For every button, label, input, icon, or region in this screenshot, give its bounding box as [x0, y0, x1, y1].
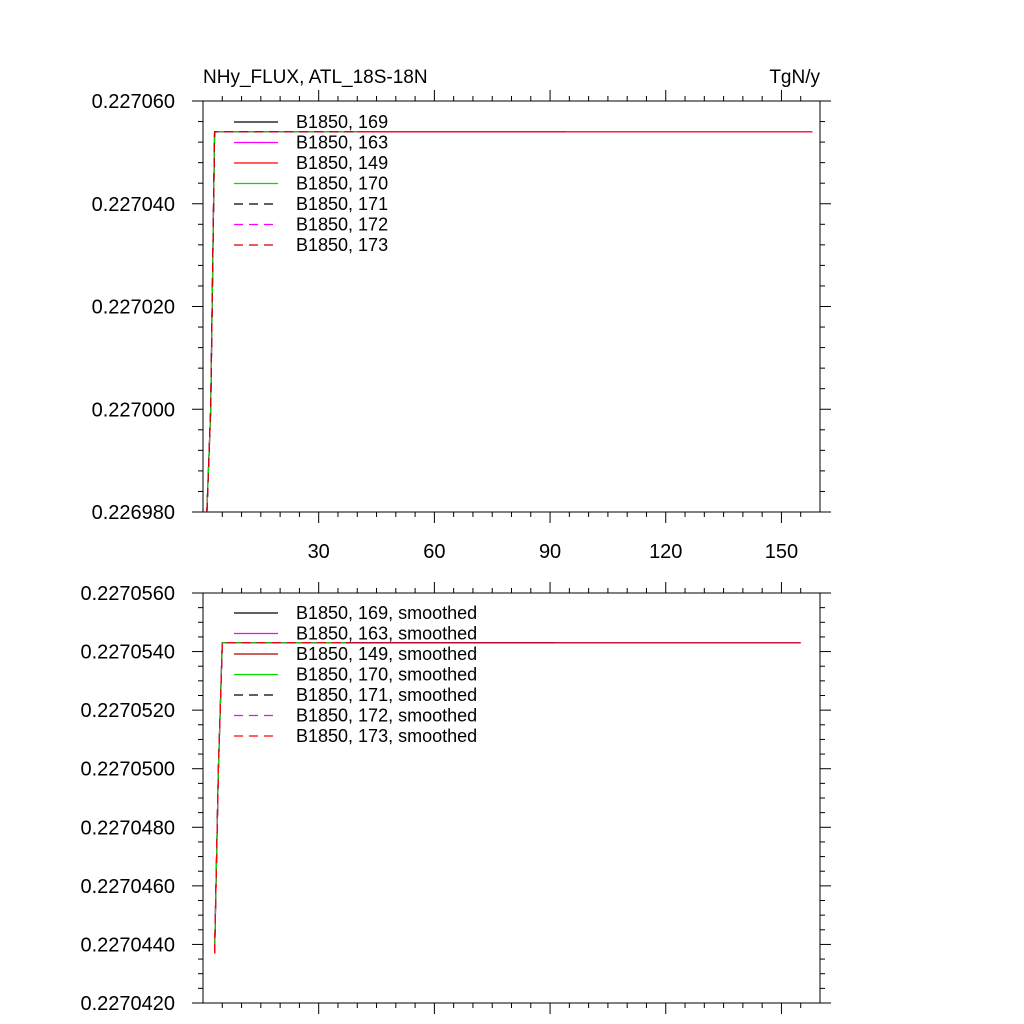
chart-title: NHy_FLUX, ATL_18S-18N — [203, 67, 428, 88]
legend-label: B1850, 171 — [296, 194, 388, 214]
legend-label: B1850, 170, smoothed — [296, 665, 477, 685]
legend-label: B1850, 173, smoothed — [296, 726, 477, 746]
series-line — [214, 642, 346, 954]
legend-label: B1850, 163, smoothed — [296, 624, 477, 644]
y-tick-label: 0.227060 — [92, 91, 175, 113]
y-tick-label: 0.2270480 — [80, 817, 175, 839]
chart-units: TgN/y — [769, 67, 820, 88]
bottom-panel: 0.2270420 0.2270440 0.2270460 0.2270480 0.22… — [80, 582, 831, 1015]
x-tick-label: 30 — [308, 541, 330, 563]
y-tick-label: 0.2270500 — [80, 759, 175, 781]
legend-label: B1850, 172 — [296, 215, 388, 235]
y-tick-label: 0.2270440 — [80, 934, 175, 956]
y-tick-label: 0.227020 — [92, 297, 175, 319]
legend-label: B1850, 173 — [296, 235, 388, 255]
x-tick-label: 60 — [423, 541, 445, 563]
legend-label: B1850, 170 — [296, 174, 388, 194]
y-tick-label: 0.2270540 — [80, 642, 175, 664]
legend-label: B1850, 169, smoothed — [296, 603, 477, 623]
legend-label: B1850, 163 — [296, 133, 388, 153]
y-tick-label: 0.227040 — [92, 194, 175, 216]
y-tick-label: 0.226980 — [92, 502, 175, 524]
x-tick-label: 120 — [649, 541, 682, 563]
y-tick-label: 0.227000 — [92, 399, 175, 421]
y-tick-label: 0.2270520 — [80, 700, 175, 722]
legend-label: B1850, 149, smoothed — [296, 644, 477, 664]
legend-label: B1850, 169 — [296, 112, 388, 132]
series-group — [206, 131, 813, 512]
series-line — [206, 131, 358, 512]
y-tick-label: 0.2270420 — [80, 993, 175, 1015]
legend-label: B1850, 171, smoothed — [296, 685, 477, 705]
y-tick-label: 0.2270460 — [80, 876, 175, 898]
legend-label: B1850, 149 — [296, 153, 388, 173]
legend-label: B1850, 172, smoothed — [296, 706, 477, 726]
x-tick-label: 150 — [765, 541, 798, 563]
series-group — [214, 642, 801, 954]
y-tick-label: 0.2270560 — [80, 583, 175, 605]
x-tick-label: 90 — [539, 541, 561, 563]
top-panel: 30 60 90 120 150 0.226980 0.227000 0.227020 0.22… — [92, 90, 831, 563]
